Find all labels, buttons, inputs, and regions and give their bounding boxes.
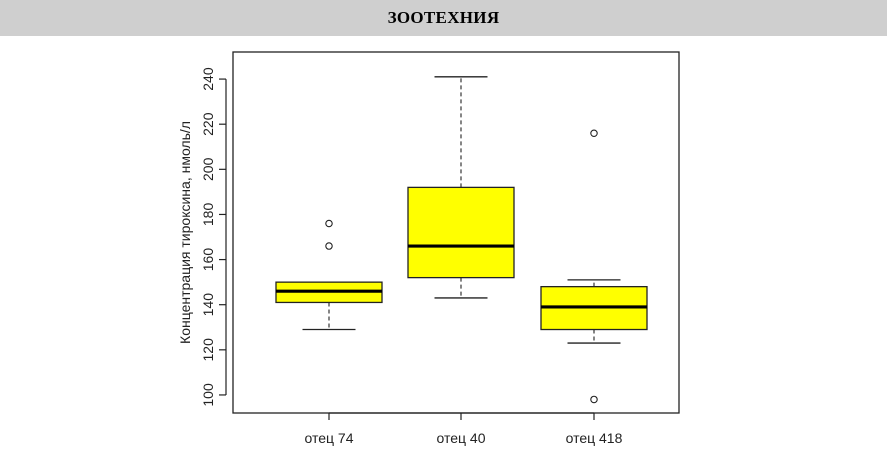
- y-axis: 100 120 140 160 180 200 220 240: [200, 67, 227, 407]
- y-tick-label: 120: [200, 338, 216, 362]
- outlier-point: [325, 242, 333, 250]
- y-tick-label: 240: [200, 67, 216, 91]
- box-iqr: [407, 186, 515, 279]
- outlier-point: [590, 129, 598, 137]
- y-tick-label: 160: [200, 248, 216, 272]
- box-group: [540, 129, 648, 404]
- y-axis-title: Концентрация тироксина, нмоль/л: [177, 121, 193, 344]
- boxes-group: [275, 76, 648, 404]
- header-bar: ЗООТЕХНИЯ: [0, 0, 887, 36]
- x-tick-label: отец 418: [566, 430, 623, 446]
- y-tick-label: 140: [200, 293, 216, 317]
- outlier-point: [590, 395, 598, 404]
- y-tick-label: 200: [200, 157, 216, 181]
- outlier-point: [325, 219, 333, 228]
- x-tick-label: отец 40: [437, 430, 486, 446]
- y-tick-label: 180: [200, 203, 216, 227]
- x-tick-label: отец 74: [305, 430, 354, 446]
- page-title: ЗООТЕХНИЯ: [387, 8, 500, 27]
- x-axis: отец 74 отец 40 отец 418: [305, 412, 623, 446]
- y-tick-label: 220: [200, 112, 216, 136]
- box-group: [407, 76, 515, 299]
- y-tick-label: 100: [200, 383, 216, 407]
- box-group: [275, 219, 383, 331]
